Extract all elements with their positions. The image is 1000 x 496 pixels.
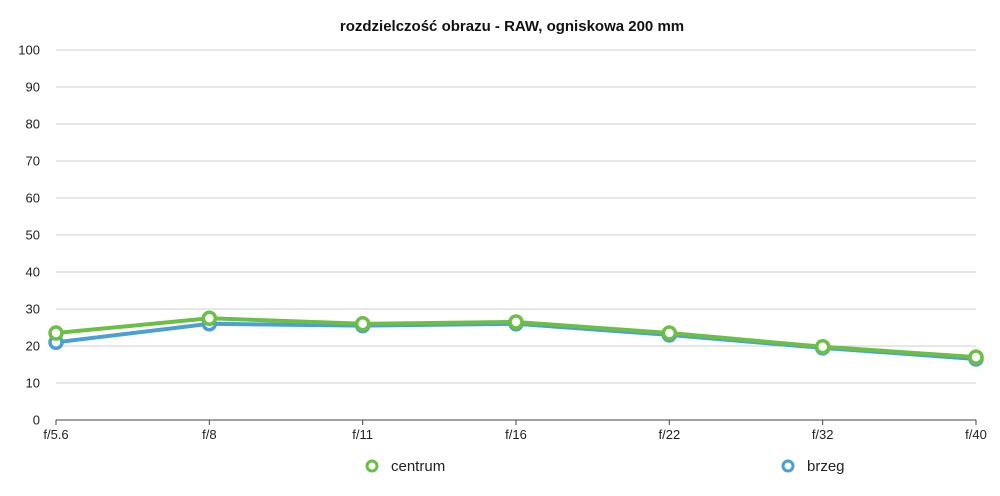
- legend-marker: [781, 459, 795, 473]
- x-tick-label: f/5.6: [43, 427, 68, 442]
- y-tick-label: 70: [26, 154, 40, 169]
- data-point-centrum: [201, 310, 218, 326]
- x-tick-label: f/32: [812, 427, 834, 442]
- legend: centrum brzeg: [365, 458, 845, 475]
- y-tick-label: 20: [26, 339, 40, 354]
- y-tick-label: 90: [26, 80, 40, 95]
- legend-label: brzeg: [807, 458, 845, 475]
- data-point-centrum: [48, 325, 64, 341]
- y-axis-ticks: 0 10 20 30 40 50 60 70 80 90 100: [18, 43, 40, 428]
- x-axis-ticks: f/5.6 f/8 f/11 f/16 f/22 f/32 f/40: [43, 420, 987, 442]
- y-tick-label: 10: [26, 376, 40, 391]
- data-point-centrum: [354, 316, 371, 332]
- data-point-centrum: [661, 325, 678, 341]
- x-tick-label: f/22: [658, 427, 680, 442]
- series-layer: [48, 310, 984, 367]
- y-tick-label: 80: [26, 117, 40, 132]
- legend-label: centrum: [391, 458, 445, 475]
- y-tick-label: 60: [26, 191, 40, 206]
- legend-item-brzeg: brzeg: [781, 458, 845, 475]
- data-point-centrum: [968, 349, 984, 365]
- data-point-centrum: [814, 338, 831, 355]
- chart-title: rozdzielczość obrazu - RAW, ogniskowa 20…: [340, 18, 684, 35]
- x-tick-label: f/11: [352, 427, 373, 442]
- x-tick-label: f/8: [202, 427, 216, 442]
- y-tick-label: 0: [33, 413, 40, 428]
- x-tick-label: f/40: [965, 427, 987, 442]
- y-tick-label: 30: [26, 302, 40, 317]
- data-point-centrum: [508, 314, 524, 330]
- legend-item-centrum: centrum: [365, 458, 445, 475]
- series-centrum: [48, 310, 984, 365]
- gridlines: [56, 49, 976, 421]
- y-tick-label: 50: [26, 228, 40, 243]
- legend-marker: [365, 459, 379, 473]
- y-tick-label: 100: [18, 43, 40, 58]
- x-tick-label: f/16: [505, 427, 527, 442]
- y-tick-label: 40: [26, 265, 40, 280]
